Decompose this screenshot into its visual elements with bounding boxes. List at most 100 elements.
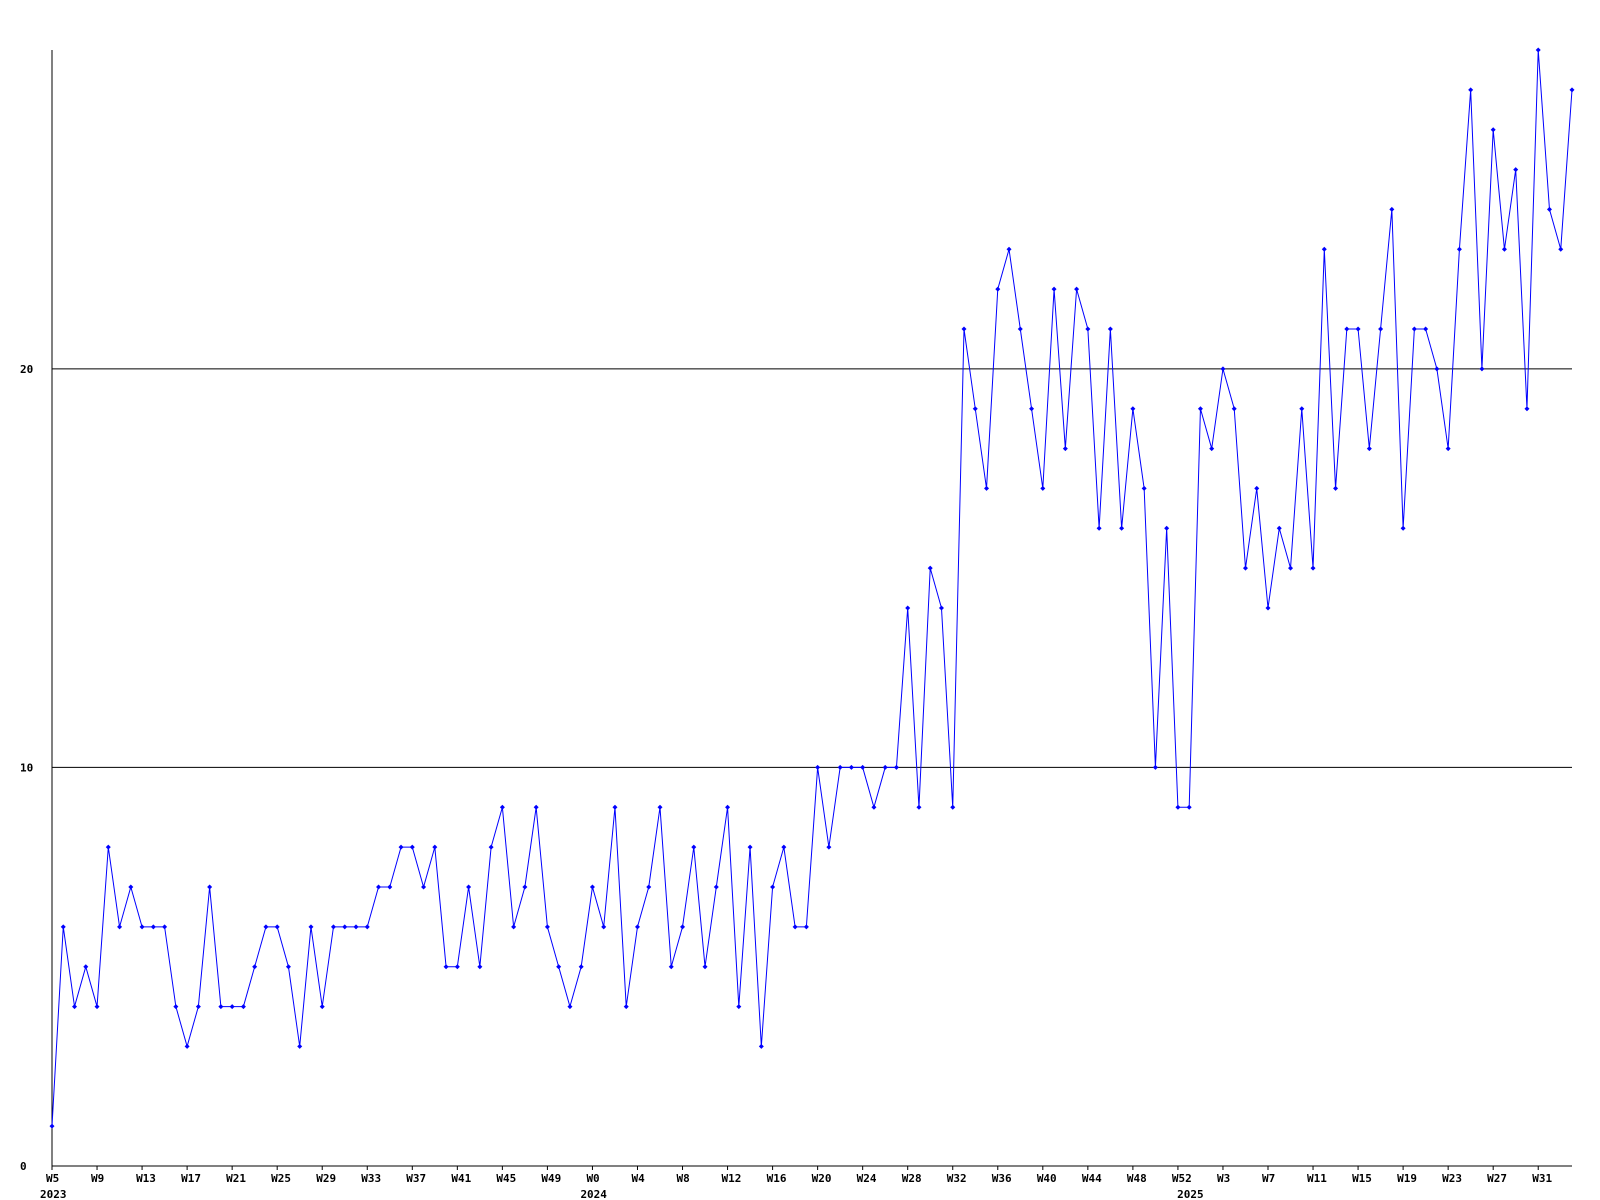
point-marker xyxy=(826,844,832,850)
x-tick-label: W49 xyxy=(541,1172,561,1185)
point-marker xyxy=(376,884,382,890)
y-tick-label: 0 xyxy=(20,1160,27,1173)
point-marker xyxy=(882,764,888,770)
point-marker xyxy=(72,1004,78,1010)
point-marker xyxy=(1321,246,1327,252)
x-tick-label: W27 xyxy=(1487,1172,1507,1185)
point-marker xyxy=(1231,406,1237,412)
point-marker xyxy=(1468,87,1474,93)
x-tick-label: W29 xyxy=(316,1172,336,1185)
point-marker xyxy=(792,924,798,930)
x-year-label: 2023 xyxy=(40,1188,67,1200)
point-marker xyxy=(1051,286,1057,292)
point-marker xyxy=(1501,246,1507,252)
point-marker xyxy=(342,924,348,930)
point-marker xyxy=(860,764,866,770)
point-marker xyxy=(1546,206,1552,212)
x-tick-label: W40 xyxy=(1037,1172,1057,1185)
point-marker xyxy=(1085,326,1091,332)
point-marker xyxy=(1254,485,1260,491)
point-marker xyxy=(83,964,89,970)
point-marker xyxy=(961,326,967,332)
point-marker xyxy=(1344,326,1350,332)
point-marker xyxy=(218,1004,224,1010)
point-marker xyxy=(522,884,528,890)
point-marker xyxy=(173,1004,179,1010)
point-marker xyxy=(1265,605,1271,611)
point-marker xyxy=(1333,485,1339,491)
point-marker xyxy=(240,1004,246,1010)
point-marker xyxy=(837,764,843,770)
point-marker xyxy=(364,924,370,930)
point-marker xyxy=(263,924,269,930)
point-marker xyxy=(1006,246,1012,252)
x-tick-label: W25 xyxy=(271,1172,291,1185)
point-marker xyxy=(252,964,258,970)
point-marker xyxy=(1423,326,1429,332)
point-marker xyxy=(815,764,821,770)
point-marker xyxy=(207,884,213,890)
point-marker xyxy=(950,804,956,810)
x-year-label: 2024 xyxy=(580,1188,607,1200)
point-marker xyxy=(443,964,449,970)
x-tick-label: W12 xyxy=(722,1172,742,1185)
point-marker xyxy=(1029,406,1035,412)
point-marker xyxy=(1490,127,1496,133)
point-marker xyxy=(1164,525,1170,531)
point-marker xyxy=(916,804,922,810)
point-marker xyxy=(162,924,168,930)
point-marker xyxy=(1107,326,1113,332)
point-marker xyxy=(477,964,483,970)
point-marker xyxy=(657,804,663,810)
x-tick-label: W13 xyxy=(136,1172,156,1185)
point-marker xyxy=(466,884,472,890)
point-marker xyxy=(1366,446,1372,452)
y-tick-label: 10 xyxy=(20,761,33,774)
point-marker xyxy=(184,1043,190,1049)
point-marker xyxy=(1513,167,1519,173)
x-tick-label: W28 xyxy=(902,1172,922,1185)
x-tick-label: W36 xyxy=(992,1172,1012,1185)
point-marker xyxy=(398,844,404,850)
point-marker xyxy=(1209,446,1215,452)
point-marker xyxy=(1558,246,1564,252)
point-marker xyxy=(128,884,134,890)
point-marker xyxy=(432,844,438,850)
point-marker xyxy=(927,565,933,571)
point-marker xyxy=(1119,525,1125,531)
point-marker xyxy=(150,924,156,930)
x-tick-label: W31 xyxy=(1532,1172,1552,1185)
point-marker xyxy=(736,1004,742,1010)
point-marker xyxy=(972,406,978,412)
point-marker xyxy=(848,764,854,770)
point-marker xyxy=(1197,406,1203,412)
point-marker xyxy=(612,804,618,810)
point-marker xyxy=(1040,485,1046,491)
x-tick-label: W15 xyxy=(1352,1172,1372,1185)
point-marker xyxy=(1434,366,1440,372)
point-marker xyxy=(1074,286,1080,292)
x-tick-label: W48 xyxy=(1127,1172,1147,1185)
point-marker xyxy=(1242,565,1248,571)
point-marker xyxy=(1220,366,1226,372)
point-marker xyxy=(646,884,652,890)
point-marker xyxy=(1479,366,1485,372)
point-marker xyxy=(1456,246,1462,252)
point-marker xyxy=(49,1123,55,1129)
x-tick-label: W52 xyxy=(1172,1172,1192,1185)
point-marker xyxy=(680,924,686,930)
point-marker xyxy=(1152,764,1158,770)
x-tick-label: W11 xyxy=(1307,1172,1327,1185)
point-marker xyxy=(893,764,899,770)
point-marker xyxy=(488,844,494,850)
point-marker xyxy=(1378,326,1384,332)
point-marker xyxy=(938,605,944,611)
point-marker xyxy=(871,804,877,810)
y-tick-label: 20 xyxy=(20,363,33,376)
point-marker xyxy=(567,1004,573,1010)
point-marker xyxy=(713,884,719,890)
x-tick-label: W37 xyxy=(406,1172,426,1185)
x-tick-label: W21 xyxy=(226,1172,246,1185)
point-marker xyxy=(330,924,336,930)
x-tick-label: W17 xyxy=(181,1172,201,1185)
